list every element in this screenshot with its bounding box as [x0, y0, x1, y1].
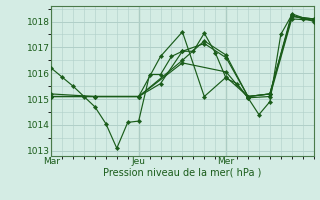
- X-axis label: Pression niveau de la mer( hPa ): Pression niveau de la mer( hPa ): [103, 168, 261, 178]
